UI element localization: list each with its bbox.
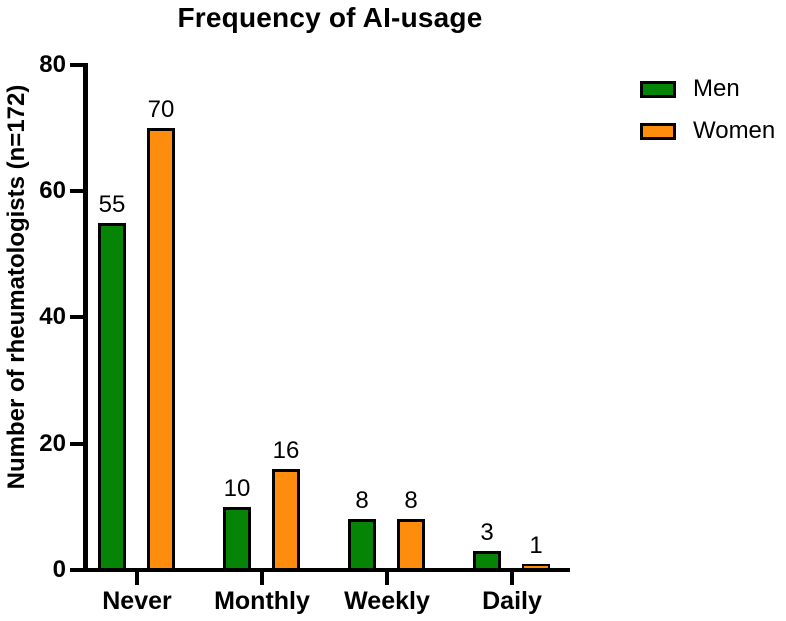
bar-women-weekly (397, 519, 425, 572)
bar-value-label: 3 (480, 519, 494, 546)
bar-men-weekly (348, 519, 376, 572)
bar-value-label: 10 (223, 475, 251, 502)
y-axis-tick (70, 189, 83, 193)
x-axis-tick (385, 572, 389, 585)
y-tick-label: 40 (39, 303, 66, 330)
x-category-label: Weekly (344, 587, 430, 615)
legend: Men Women (640, 76, 775, 160)
bar-value-label: 1 (529, 532, 543, 559)
x-category-label: Never (102, 587, 172, 615)
x-axis-tick (260, 572, 264, 585)
x-axis-tick (510, 572, 514, 585)
y-tick-label: 60 (39, 177, 66, 204)
bar-value-label: 16 (272, 437, 300, 464)
y-axis-tick (70, 63, 83, 67)
legend-label-men: Men (693, 75, 740, 102)
x-category-label: Daily (482, 587, 542, 615)
legend-item-women: Women (640, 118, 775, 144)
men-series-swatch (640, 80, 676, 98)
y-axis-line (83, 63, 88, 572)
bar-value-label: 55 (98, 191, 126, 218)
chart-title: Frequency of AI-usage (177, 2, 483, 33)
y-axis-tick (70, 442, 83, 446)
y-tick-label: 0 (52, 556, 66, 583)
bar-value-label: 8 (355, 487, 369, 514)
bar-value-label: 8 (404, 487, 418, 514)
legend-label-women: Women (693, 117, 776, 144)
bar-value-label: 70 (147, 96, 175, 123)
x-axis-tick (135, 572, 139, 585)
y-tick-label: 80 (39, 51, 66, 78)
bar-men-monthly (223, 507, 251, 572)
women-series-swatch (640, 122, 676, 140)
bar-women-never (147, 128, 175, 572)
legend-item-men: Men (640, 76, 775, 102)
bar-men-never (98, 223, 126, 572)
x-category-label: Monthly (214, 587, 310, 615)
x-axis-line (83, 568, 570, 572)
y-tick-label: 20 (39, 430, 66, 457)
y-axis-tick (70, 315, 83, 319)
y-axis-tick (70, 568, 83, 572)
bar-women-monthly (272, 469, 300, 572)
